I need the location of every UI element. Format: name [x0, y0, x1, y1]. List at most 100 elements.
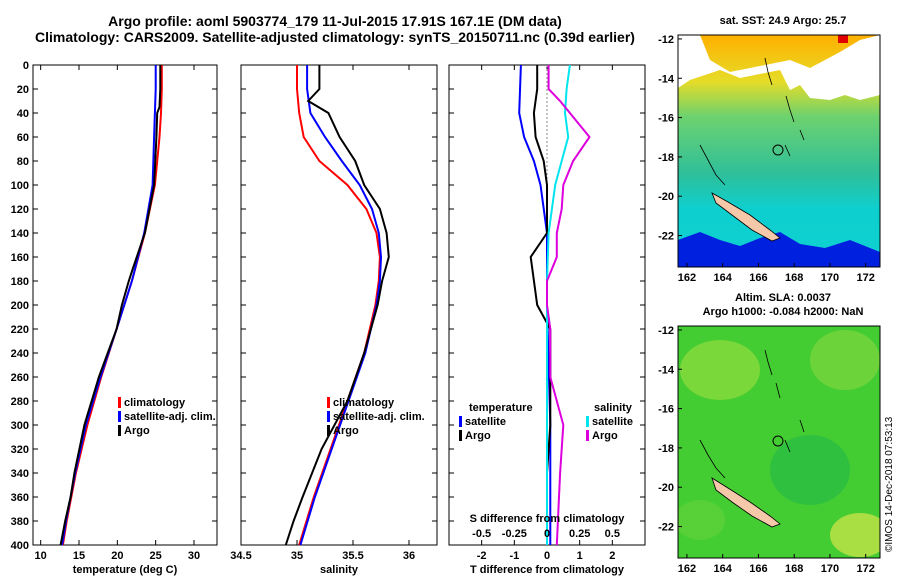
difference-xtick-top-label: 0	[544, 528, 550, 540]
temperature-legend-label: climatology	[124, 397, 186, 409]
difference-legend-temperature-title: temperature	[469, 402, 533, 414]
sst-map-hot-cell	[838, 35, 848, 43]
depth-tick-label: 300	[11, 420, 29, 432]
sst_map-lat-label: -12	[658, 34, 674, 46]
sst-map	[677, 34, 881, 268]
depth-tick-label: 40	[17, 108, 29, 120]
salinity-panel: 34.5 35 35.5 36 salinity climatology satellite…	[230, 64, 438, 576]
sla_map-lat-label: -12	[658, 325, 674, 337]
sla-map-anomaly-patch	[810, 330, 880, 390]
temperature-panel: 0 20 40 60 80 100 120 140 160 180 200 220 240 260 280 3…	[11, 60, 218, 576]
difference-xtick-label: 1	[577, 550, 583, 562]
difference-panel: -2 -1 0 1 2 T difference from climatology temp…	[448, 64, 646, 576]
difference-xlabel: T difference from climatology	[470, 564, 625, 576]
salinity-xlabel: salinity	[320, 564, 359, 576]
salinity-xtick-label: 35	[291, 550, 303, 562]
sla_map-lon-label: 162	[678, 563, 696, 575]
sst_map-lon-label: 166	[749, 272, 767, 284]
title-line-1: Argo profile: aoml 5903774_179 11-Jul-20…	[108, 13, 562, 29]
depth-tick-label: 180	[11, 276, 29, 288]
salinity-legend-swatch	[327, 425, 330, 436]
sst-map-argo-location-marker	[772, 144, 784, 156]
sla-map-argo-location-marker	[772, 435, 784, 447]
difference-xtick-top-label: -0.25	[502, 528, 527, 540]
salinity-xtick-label: 36	[403, 550, 415, 562]
sst_map-lat-label: -22	[658, 231, 674, 243]
depth-tick-label: 20	[17, 84, 29, 96]
sst-map-vanuatu	[764, 57, 805, 157]
sst-map-contour	[699, 144, 726, 186]
difference-xtick-top-label: -0.5	[472, 528, 491, 540]
depth-tick-label: 280	[11, 396, 29, 408]
temperature-xtick-label: 25	[150, 550, 162, 562]
salinity-legend-swatch	[327, 397, 330, 408]
difference-legend-label: satellite	[465, 416, 506, 428]
temperature-legend-swatch	[118, 425, 121, 436]
difference-legend-swatch	[586, 416, 589, 427]
difference-xtick-top-label: 0.5	[605, 528, 620, 540]
sla_map-lon-label: 166	[749, 563, 767, 575]
sla_map-lat-label: -22	[658, 522, 674, 534]
depth-tick-label: 60	[17, 132, 29, 144]
depth-tick-label: 100	[11, 180, 29, 192]
sla_map-lat-label: -20	[658, 482, 674, 494]
salinity-xtick-label: 35.5	[342, 550, 363, 562]
sla_map-lon-label: 168	[785, 563, 803, 575]
sla_map-lon-label: 170	[821, 563, 839, 575]
depth-tick-label: 240	[11, 348, 29, 360]
depth-tick-label: 140	[11, 228, 29, 240]
depth-tick-label: 120	[11, 204, 29, 216]
depth-tick-label: 400	[11, 540, 29, 552]
sla-map-title: Altim. SLA: 0.0037	[735, 292, 831, 304]
sst_map-lon-label: 172	[857, 272, 875, 284]
sst_map-lon-label: 168	[785, 272, 803, 284]
salinity-plot-area	[240, 64, 438, 546]
temperature-series-argo	[59, 65, 162, 546]
difference-xtick-label: 2	[609, 550, 615, 562]
salinity-series-argo	[284, 65, 390, 546]
sla-map-subtitle: Argo h1000: -0.084 h2000: NaN	[702, 306, 864, 318]
sla-map-anomaly-patch	[830, 513, 880, 557]
temperature-legend-swatch	[118, 397, 121, 408]
sla_map-lon-label: 172	[857, 563, 875, 575]
salinity-legend-swatch	[327, 411, 330, 422]
depth-tick-label: 380	[11, 516, 29, 528]
sst_map-lat-label: -20	[658, 191, 674, 203]
difference-xtick-label: -2	[477, 550, 487, 562]
depth-tick-label: 80	[17, 156, 29, 168]
temperature-xlabel: temperature (deg C)	[73, 564, 178, 576]
temperature-xtick-label: 15	[73, 550, 85, 562]
sla-map-anomaly-patch	[680, 340, 760, 400]
sst-map-new-caledonia	[711, 192, 781, 242]
depth-tick-label: 0	[23, 60, 29, 72]
sst_map-lon-label: 170	[821, 272, 839, 284]
difference-legend-salinity-title: salinity	[594, 402, 633, 414]
sla-map-contour	[699, 439, 726, 479]
temperature-xtick-label: 30	[188, 550, 200, 562]
temperature-legend-label: Argo	[124, 425, 150, 437]
difference-xtick-top-label: 0.25	[569, 528, 590, 540]
difference-legend-swatch	[586, 430, 589, 441]
salinity-series-satellite-adj-clim-	[299, 65, 383, 546]
depth-tick-label: 360	[11, 492, 29, 504]
difference-xtick-label: 0	[544, 550, 550, 562]
temperature-xtick-label: 20	[111, 550, 123, 562]
sst-map-missing-region	[678, 35, 880, 100]
sla_map-lat-label: -18	[658, 443, 674, 455]
sst_map-lat-label: -14	[658, 73, 675, 85]
depth-tick-label: 340	[11, 468, 29, 480]
depth-tick-label: 320	[11, 444, 29, 456]
difference-series-s-argo	[546, 65, 591, 546]
sst-map-title: sat. SST: 24.9 Argo: 25.7	[719, 15, 847, 27]
difference-legend-label: satellite	[592, 416, 633, 428]
sst_map-lon-label: 164	[714, 272, 733, 284]
salinity-legend-label: satellite-adj. clim.	[333, 411, 425, 423]
difference-series-t-argo	[529, 65, 552, 545]
depth-tick-label: 260	[11, 372, 29, 384]
sla-map-new-caledonia	[711, 477, 781, 528]
sla_map-lon-label: 164	[714, 563, 733, 575]
sst_map-lon-label: 162	[678, 272, 696, 284]
difference-legend-label: Argo	[465, 430, 491, 442]
difference-legend-swatch	[459, 416, 462, 427]
